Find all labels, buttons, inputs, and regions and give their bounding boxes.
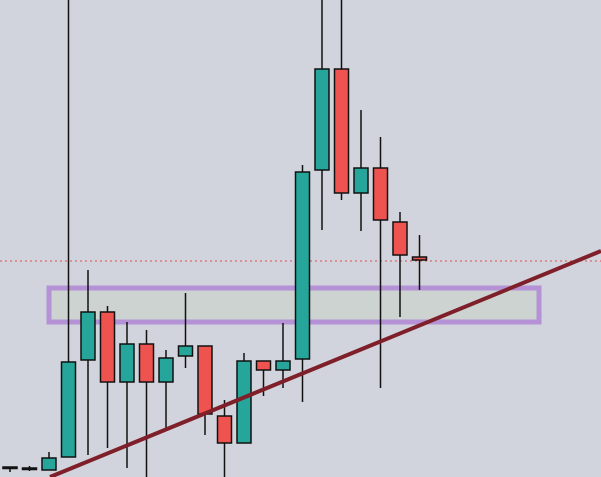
candle-body [80, 311, 96, 361]
candle-body [99, 311, 116, 383]
candle-body [392, 221, 408, 256]
candle-body [314, 68, 330, 171]
candle-body [275, 360, 291, 371]
candle-body [158, 357, 174, 383]
candle-body [119, 343, 135, 383]
candle-body [197, 345, 213, 415]
candle-body [353, 167, 369, 194]
candle-body [41, 457, 57, 471]
candle-body [2, 466, 18, 470]
candle-body [138, 343, 155, 383]
candle-body [294, 171, 311, 360]
zone [46, 285, 542, 325]
candle-body [216, 415, 233, 444]
candle-body [60, 361, 77, 458]
candle-body [236, 360, 252, 444]
candle-body [372, 167, 389, 221]
candle-body [255, 360, 272, 371]
candle-body [411, 256, 428, 261]
candle-body [333, 68, 350, 194]
candle-body [177, 345, 194, 357]
trend-line [49, 249, 601, 477]
candle-body [21, 467, 38, 471]
